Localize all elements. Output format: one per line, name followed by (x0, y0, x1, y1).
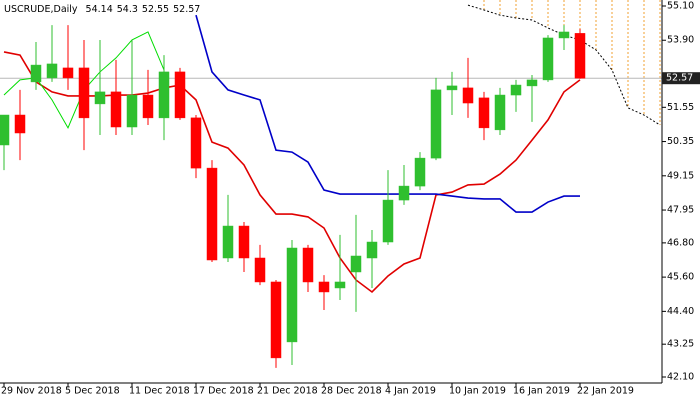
y-tick-label: 42.10 (667, 372, 694, 383)
header: USCRUDE,Daily 54.14 54.3 52.55 52.57 (4, 4, 200, 15)
candle-body (446, 85, 458, 91)
candle-body (206, 167, 218, 261)
candle-body (334, 281, 346, 289)
plot-area (0, 0, 662, 368)
x-tick-label: 22 Jan 2019 (577, 386, 634, 397)
candle-body (46, 63, 58, 79)
candle-body (94, 91, 106, 105)
candle-body (0, 114, 10, 146)
candle-body (350, 255, 362, 273)
candle-body (142, 94, 154, 119)
candle-body (222, 225, 234, 259)
x-tick-label: 11 Dec 2018 (129, 386, 190, 397)
candle-body (414, 157, 426, 187)
candle-body (190, 117, 202, 169)
candle-body (62, 67, 74, 79)
candle-body (238, 225, 250, 259)
symbol-title: USCRUDE,Daily (4, 4, 78, 15)
y-tick-label: 51.55 (667, 102, 694, 113)
candle-body (302, 247, 314, 283)
price-label: 52.57 (666, 73, 693, 84)
candle-body (30, 64, 42, 83)
x-tick-label: 4 Jan 2019 (385, 386, 436, 397)
candle-body (430, 89, 442, 159)
y-tick-label: 47.95 (667, 205, 694, 216)
candle-body (318, 281, 330, 293)
price-label-box (662, 72, 700, 85)
y-tick-label: 49.15 (667, 170, 694, 181)
candle-body (286, 247, 298, 343)
y-tick-label: 50.35 (667, 136, 694, 147)
candle-body (110, 91, 122, 128)
x-tick-label: 29 Nov 2018 (1, 386, 62, 397)
y-tick-label: 46.80 (667, 237, 694, 248)
candle-body (574, 33, 586, 79)
candle-body (478, 97, 490, 129)
candle-body (398, 185, 410, 201)
candle-body (510, 84, 522, 96)
y-tick-label: 55.10 (667, 0, 694, 11)
candle-body (126, 94, 138, 128)
x-tick-label: 10 Jan 2019 (449, 386, 506, 397)
candle-body (494, 94, 506, 131)
x-tick-label: 5 Dec 2018 (65, 386, 120, 397)
candle-body (526, 79, 538, 87)
x-tick-label: 16 Jan 2019 (513, 386, 570, 397)
candle-body (78, 67, 90, 119)
x-tick-label: 21 Dec 2018 (257, 386, 318, 397)
candle-body (382, 199, 394, 243)
candle-body (462, 87, 474, 104)
candle-body (254, 257, 266, 283)
candle-body (14, 114, 26, 134)
y-tick-label: 53.90 (667, 35, 694, 46)
candle-body (366, 241, 378, 259)
y-tick-label: 44.40 (667, 306, 694, 317)
candle-body (542, 37, 554, 81)
x-tick-label: 28 Dec 2018 (321, 386, 382, 397)
high-value: 54.3 (116, 4, 138, 15)
candle-body (158, 71, 170, 119)
y-tick-label: 45.60 (667, 272, 694, 283)
y-tick-label: 43.25 (667, 339, 694, 350)
x-tick-label: 17 Dec 2018 (193, 386, 254, 397)
candle-body (270, 281, 282, 359)
low-value: 52.55 (141, 4, 170, 15)
close-value: 52.57 (173, 4, 201, 15)
candle-body (558, 31, 570, 39)
open-value: 54.14 (85, 4, 113, 15)
candle-body (174, 71, 186, 119)
